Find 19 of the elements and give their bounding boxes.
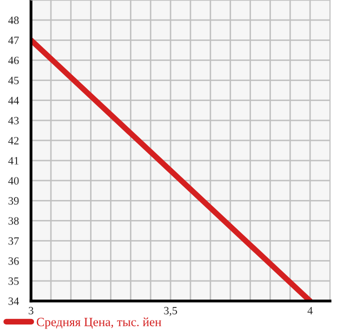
y-tick-label: 47	[8, 36, 19, 44]
x-tick-label: 3,5	[164, 306, 178, 316]
y-tick-label: 43	[8, 116, 19, 124]
y-tick-label: 45	[8, 76, 19, 84]
y-tick-label: 46	[8, 56, 19, 64]
x-tick-label: 4	[308, 306, 313, 314]
y-tick-label: 37	[8, 237, 19, 245]
x-tick-label: 3	[28, 306, 34, 314]
y-tick-label: 36	[8, 257, 19, 265]
y-tick-label: 44	[8, 96, 19, 104]
y-tick-label: 39	[8, 197, 19, 205]
y-tick-label: 34	[8, 297, 19, 305]
y-tick-label: 41	[8, 157, 18, 164]
y-tick-label: 38	[8, 217, 19, 225]
y-tick-label: 35	[8, 277, 19, 285]
y-tick-label: 40	[8, 177, 19, 185]
legend-label: Средняя Цена, тыс. йен	[36, 318, 162, 329]
y-tick-label: 48	[8, 16, 19, 24]
y-tick-label: 42	[8, 136, 19, 144]
